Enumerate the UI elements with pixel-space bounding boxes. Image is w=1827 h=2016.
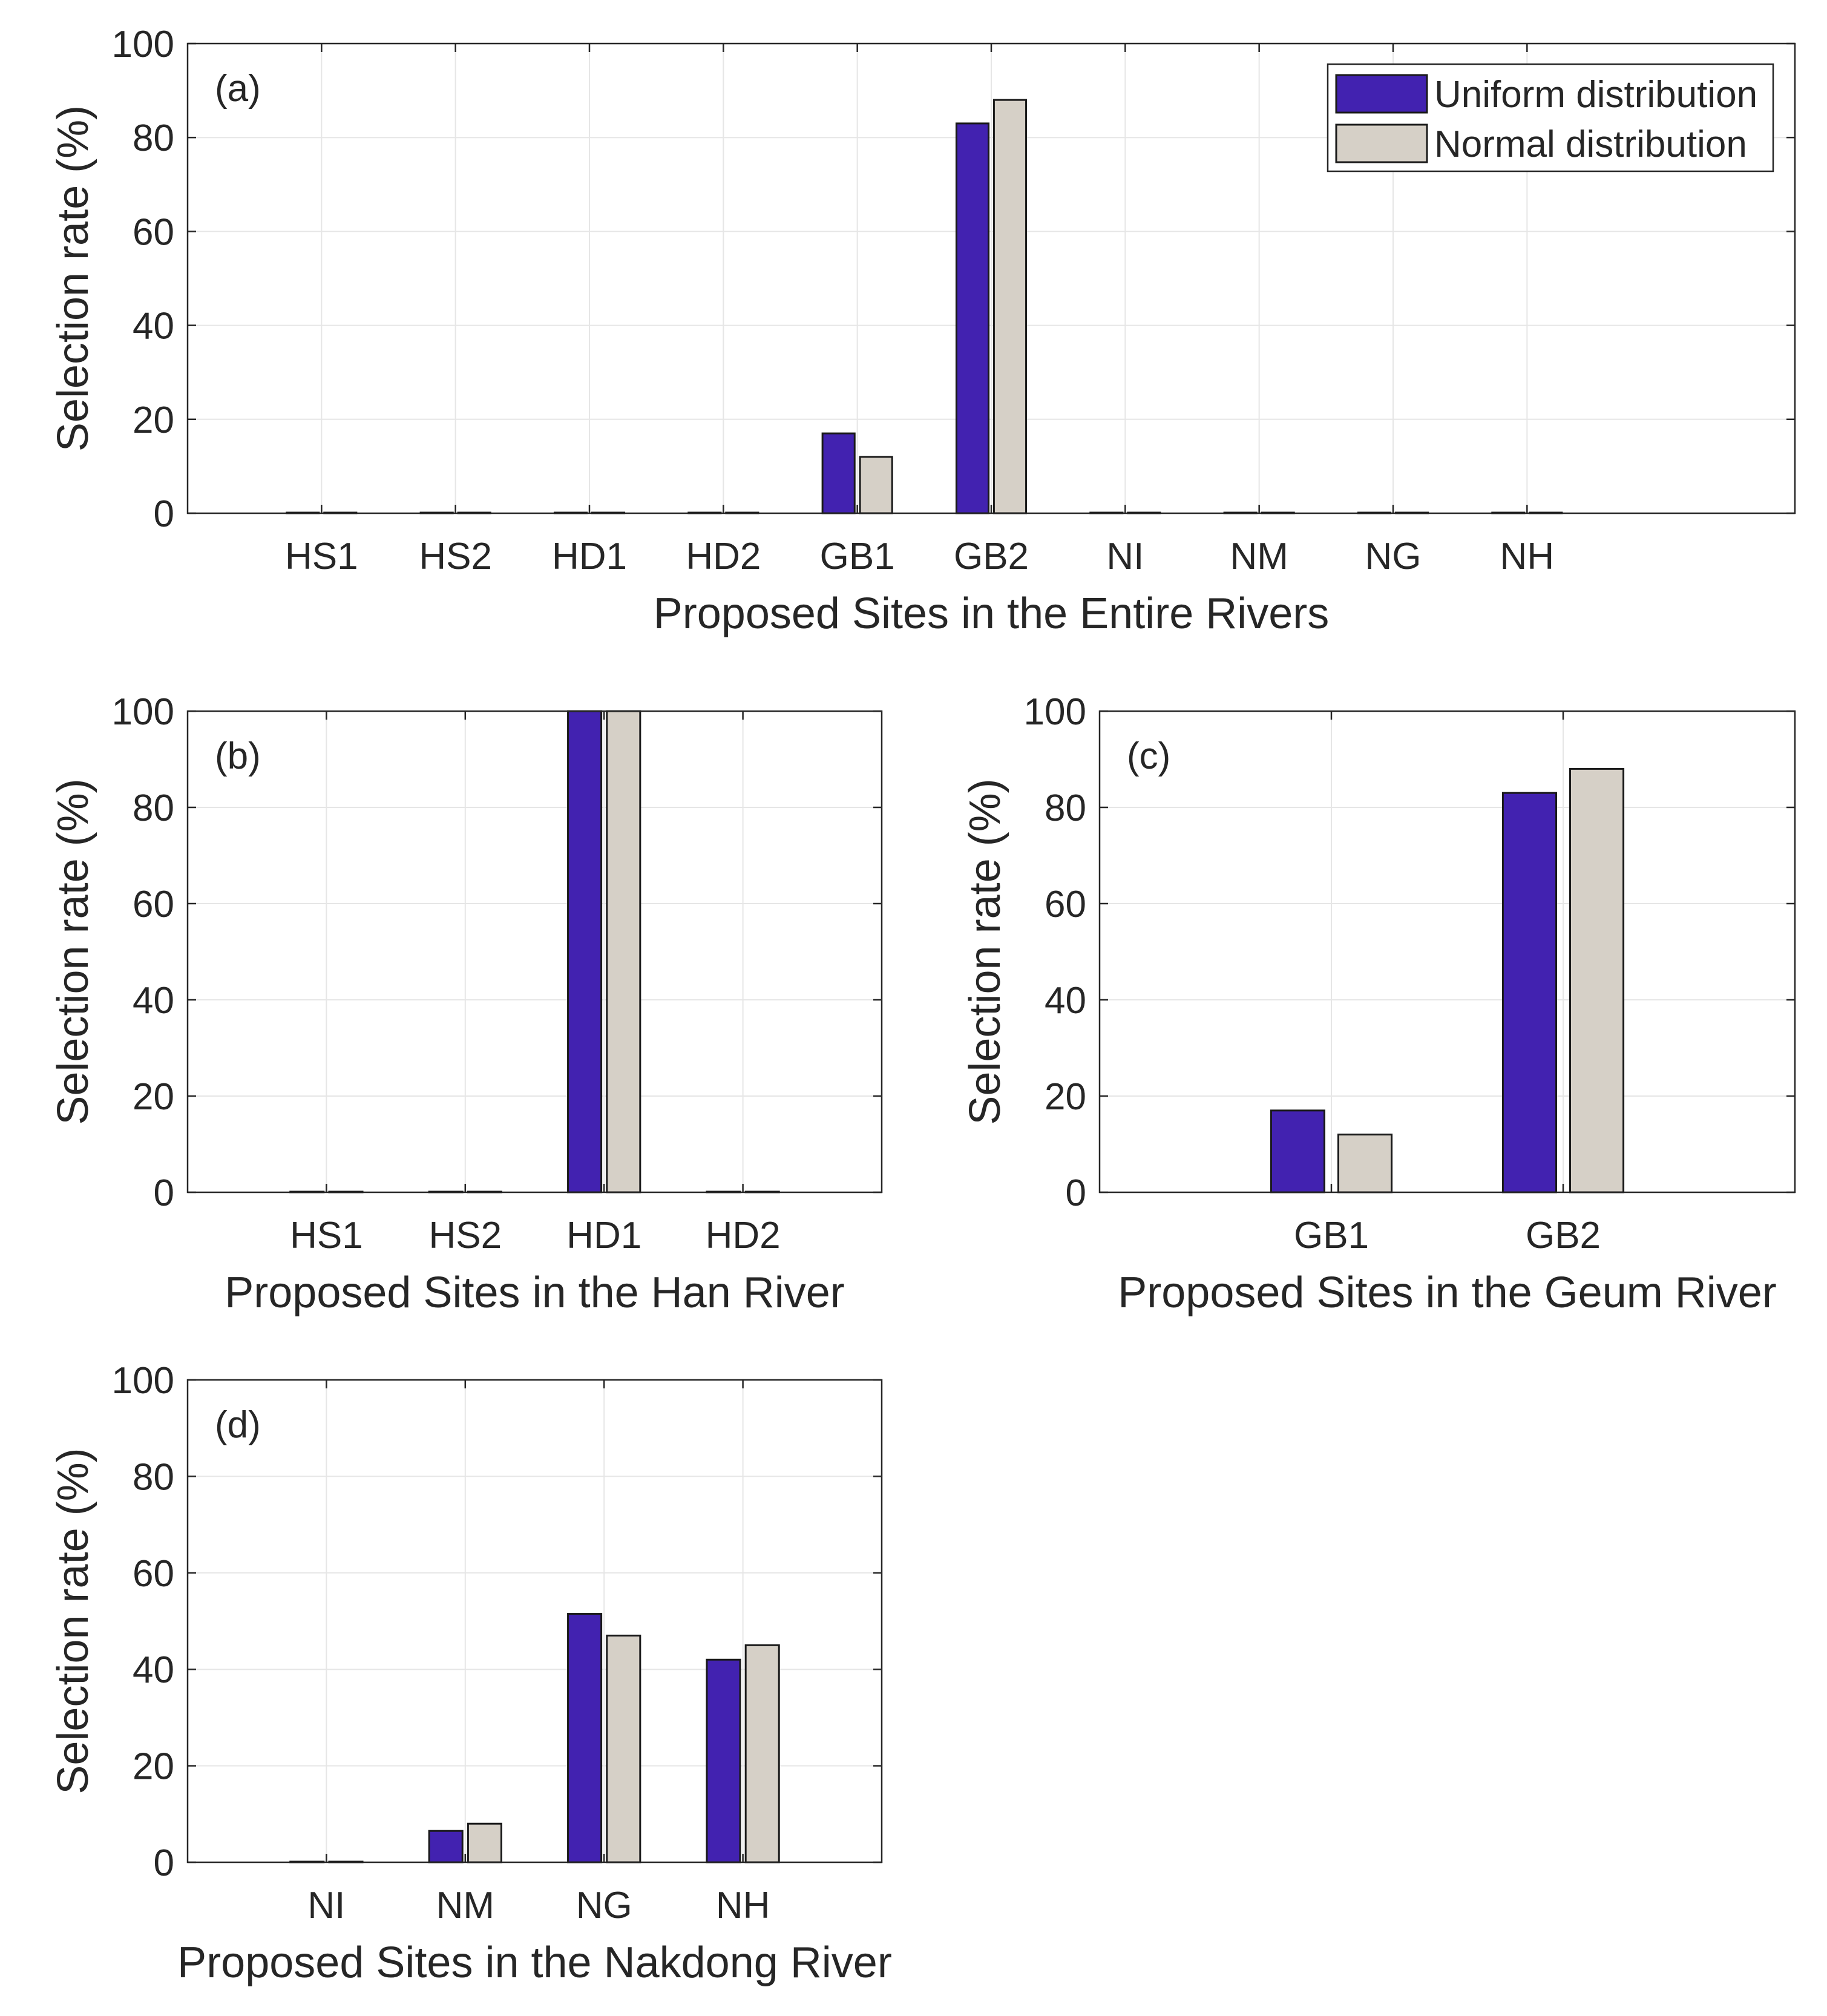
y-axis-label: Selection rate (%) <box>49 105 97 451</box>
panel-label: (d) <box>215 1404 261 1446</box>
plot-area-b <box>188 711 882 1192</box>
x-tick-label: GB2 <box>1526 1215 1601 1256</box>
panel-label: (a) <box>215 68 261 110</box>
axes-frame-d <box>186 1379 883 1863</box>
panel-label: (b) <box>215 735 261 777</box>
y-axis-label: Selection rate (%) <box>961 778 1009 1125</box>
bar-uniform-hd1 <box>567 710 603 1194</box>
y-axis-label: Selection rate (%) <box>49 1448 97 1794</box>
bar-normal-hd1 <box>606 710 641 1194</box>
y-tick-label: 40 <box>1045 980 1086 1022</box>
y-tick-label: 20 <box>133 1746 174 1788</box>
y-tick-label: 40 <box>133 306 174 347</box>
y-tick-label: 20 <box>1045 1076 1086 1118</box>
x-tick-label: HD2 <box>706 1215 781 1256</box>
y-tick-label: 0 <box>154 1172 174 1214</box>
y-tick-label: 60 <box>133 1553 174 1595</box>
bar-normal-gb2 <box>1569 767 1625 1194</box>
bar-uniform-gb1 <box>821 432 856 514</box>
y-tick-label: 0 <box>1066 1172 1086 1214</box>
x-axis-label: Proposed Sites in the Entire Rivers <box>654 589 1330 638</box>
legend-label-uniform: Uniform distribution <box>1434 74 1757 116</box>
y-tick-label: 100 <box>112 24 174 65</box>
bar-uniform-nm <box>428 1830 464 1863</box>
x-axis-label: Proposed Sites in the Geum River <box>1118 1269 1777 1317</box>
bar-uniform-gb2 <box>955 122 990 514</box>
plot-area-c <box>1100 711 1795 1192</box>
legend: Uniform distribution Normal distribution <box>1327 63 1774 172</box>
y-tick-label: 100 <box>112 1360 174 1402</box>
x-tick-label: GB1 <box>1294 1215 1369 1256</box>
bar-normal-nm <box>467 1822 502 1863</box>
y-tick-label: 60 <box>133 884 174 925</box>
legend-swatch-normal <box>1335 123 1428 163</box>
x-tick-label: NI <box>307 1885 345 1926</box>
y-tick-label: 100 <box>112 691 174 733</box>
x-tick-label: NG <box>576 1885 632 1926</box>
x-tick-label: HD2 <box>686 536 761 577</box>
x-tick-label: HD1 <box>552 536 627 577</box>
y-tick-label: 40 <box>133 1649 174 1691</box>
x-tick-label: NG <box>1365 536 1422 577</box>
panel-d-chart: 0 20 40 60 80 100 NI NM NG NH Proposed Sites in th… <box>49 1360 892 1987</box>
x-tick-label: NH <box>716 1885 770 1926</box>
y-tick-label: 20 <box>133 399 174 441</box>
y-tick-label: 0 <box>154 493 174 535</box>
bar-normal-ng <box>606 1634 641 1863</box>
bar-uniform-ng <box>567 1613 603 1863</box>
axes-frame-c <box>1098 710 1796 1194</box>
y-axis-label: Selection rate (%) <box>49 778 97 1125</box>
bar-uniform-gb1 <box>1270 1109 1326 1194</box>
y-tick-label: 20 <box>133 1076 174 1118</box>
x-tick-label: HS2 <box>419 536 492 577</box>
y-tick-label: 80 <box>133 1456 174 1498</box>
bar-uniform-gb2 <box>1501 792 1558 1194</box>
x-tick-label: HS2 <box>428 1215 502 1256</box>
bar-normal-nh <box>744 1644 780 1863</box>
legend-label-normal: Normal distribution <box>1434 123 1747 165</box>
x-tick-label: NM <box>436 1885 494 1926</box>
y-tick-label: 40 <box>133 980 174 1022</box>
axes-frame-b <box>186 710 883 1194</box>
panel-b-chart: 0 20 40 60 80 100 HS1 HS2 HD1 HD2 Proposed Sites i… <box>49 691 883 1317</box>
bar-normal-gb1 <box>859 456 893 514</box>
bar-normal-gb2 <box>992 99 1028 514</box>
x-tick-label: NH <box>1500 536 1555 577</box>
bar-uniform-nh <box>706 1658 741 1863</box>
y-tick-label: 100 <box>1024 691 1086 733</box>
x-tick-label: HD1 <box>566 1215 641 1256</box>
x-tick-label: HS1 <box>290 1215 363 1256</box>
x-tick-label: NM <box>1230 536 1288 577</box>
y-tick-label: 60 <box>133 211 174 253</box>
x-axis-label: Proposed Sites in the Han River <box>225 1269 845 1317</box>
legend-swatch-uniform <box>1335 74 1428 114</box>
x-tick-label: GB2 <box>954 536 1029 577</box>
panel-c-chart: 0 20 40 60 80 100 GB1 GB2 Proposed Sites in the … <box>961 691 1796 1317</box>
bar-normal-gb1 <box>1337 1134 1393 1194</box>
y-tick-label: 80 <box>1045 787 1086 829</box>
y-tick-label: 80 <box>133 117 174 159</box>
x-tick-label: HS1 <box>285 536 358 577</box>
x-tick-label: GB1 <box>820 536 895 577</box>
y-tick-label: 0 <box>154 1842 174 1884</box>
x-tick-label: NI <box>1106 536 1144 577</box>
x-axis-label: Proposed Sites in the Nakdong River <box>177 1939 892 1987</box>
y-tick-label: 80 <box>133 787 174 829</box>
panel-label: (c) <box>1127 735 1170 777</box>
y-tick-label: 60 <box>1045 884 1086 925</box>
